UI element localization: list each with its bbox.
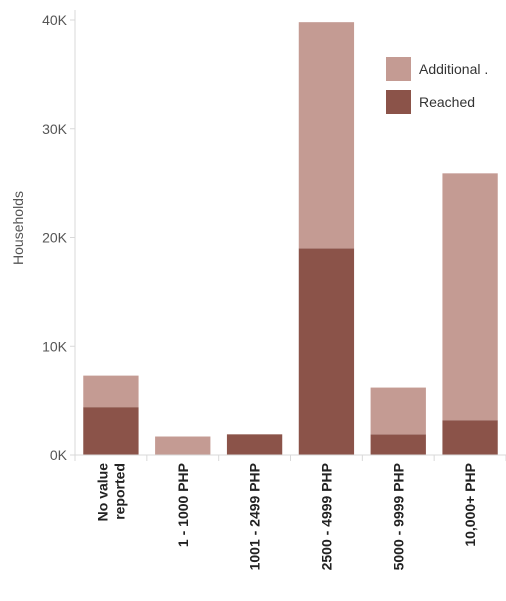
- y-tick-label: 0K: [50, 447, 68, 463]
- bar-reached-10-000-php: [442, 420, 498, 455]
- legend: Additional . Reached: [386, 57, 488, 114]
- x-tick-label: No value: [94, 463, 110, 522]
- y-tick-label: 40K: [42, 12, 68, 28]
- x-tick-label: reported: [111, 463, 127, 520]
- bar-additional-no-value-reported: [83, 375, 139, 408]
- x-tick-label: 1001 - 2499 PHP: [247, 463, 263, 570]
- y-tick-label: 30K: [42, 121, 68, 137]
- x-tick-label: 1 - 1000 PHP: [175, 463, 191, 547]
- legend-swatch-additional: [386, 57, 411, 81]
- bar-reached-no-value-reported: [83, 407, 139, 455]
- x-tick-label: 10,000+ PHP: [462, 463, 478, 547]
- legend-label-reached: Reached: [419, 94, 475, 110]
- y-axis-title: Households: [10, 191, 26, 265]
- x-tick-label: 5000 - 9999 PHP: [390, 463, 406, 570]
- bars-layer: [83, 22, 498, 455]
- x-axis: No value reported 1 - 1000 PHP 1001 - 2499 …: [74, 454, 506, 570]
- bar-reached-2500-4999-php: [298, 248, 355, 455]
- legend-swatch-reached: [386, 90, 411, 114]
- y-tick-label: 10K: [42, 338, 68, 354]
- bar-additional-10-000-php: [442, 173, 498, 421]
- bar-additional-2500-4999-php: [298, 22, 355, 249]
- bar-additional-1-1000-php: [155, 436, 211, 455]
- bar-reached-1001-2499-php: [226, 434, 283, 455]
- y-tick-label: 20K: [42, 230, 68, 246]
- legend-label-additional: Additional .: [419, 61, 488, 77]
- bar-additional-5000-9999-php: [370, 387, 426, 435]
- bar-reached-5000-9999-php: [370, 434, 426, 455]
- y-axis: 0K 10K 20K 30K 40K: [42, 10, 76, 463]
- x-tick-label: 2500 - 4999 PHP: [318, 463, 334, 570]
